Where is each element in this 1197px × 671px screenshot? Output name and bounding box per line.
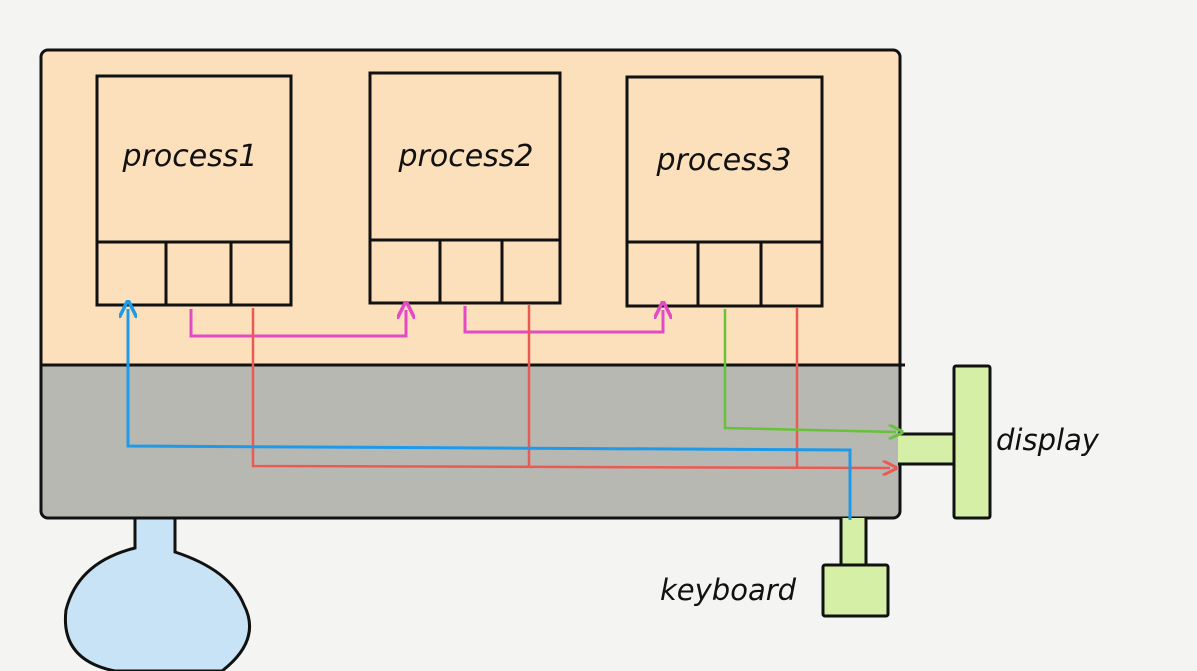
machine-outline [39,48,902,520]
keyboard-body [821,563,890,618]
display-device [898,364,992,520]
process1-label: process1 [121,139,257,174]
process3-label: process3 [655,143,791,178]
process1-box: process1 [95,74,293,307]
storage-bulb-shape [63,513,252,671]
pipe-arrow-process2-to-process3 [463,306,663,334]
storage-device [63,513,252,671]
stdout-arrow-to-display [723,309,896,432]
stderr-arrow-to-display [251,308,890,468]
keyboard-connector-fill [841,518,866,566]
process2-label: process2 [397,139,533,174]
process1-outline [95,74,293,307]
display-label: display [996,423,1100,457]
display-panel [952,364,992,520]
keyboard-label: keyboard [660,573,797,607]
pipe-arrow-process1-to-process2 [189,309,406,338]
keyboard-device [821,518,890,618]
display-connector-fill [898,434,956,464]
kernel-space-area [41,365,900,518]
process3-outline [625,75,824,308]
process2-outline [368,71,562,305]
process2-box: process2 [368,71,562,305]
stdin-arrow-from-keyboard [128,309,852,520]
process3-box: process3 [625,75,824,308]
